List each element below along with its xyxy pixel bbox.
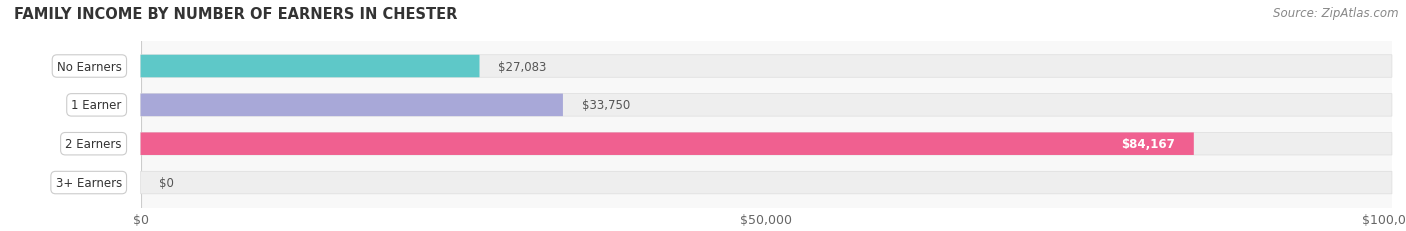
FancyBboxPatch shape — [141, 133, 1194, 155]
Text: 3+ Earners: 3+ Earners — [56, 176, 122, 189]
Text: $27,083: $27,083 — [498, 60, 547, 73]
FancyBboxPatch shape — [141, 94, 562, 117]
FancyBboxPatch shape — [141, 172, 1392, 194]
Text: $84,167: $84,167 — [1122, 138, 1175, 151]
FancyBboxPatch shape — [141, 94, 1392, 117]
Text: $33,750: $33,750 — [582, 99, 630, 112]
FancyBboxPatch shape — [141, 55, 479, 78]
FancyBboxPatch shape — [141, 133, 1392, 155]
Text: 1 Earner: 1 Earner — [72, 99, 122, 112]
Text: $0: $0 — [159, 176, 174, 189]
Text: No Earners: No Earners — [58, 60, 122, 73]
Text: Source: ZipAtlas.com: Source: ZipAtlas.com — [1274, 7, 1399, 20]
FancyBboxPatch shape — [141, 55, 1392, 78]
Text: FAMILY INCOME BY NUMBER OF EARNERS IN CHESTER: FAMILY INCOME BY NUMBER OF EARNERS IN CH… — [14, 7, 457, 22]
Text: 2 Earners: 2 Earners — [65, 138, 122, 151]
